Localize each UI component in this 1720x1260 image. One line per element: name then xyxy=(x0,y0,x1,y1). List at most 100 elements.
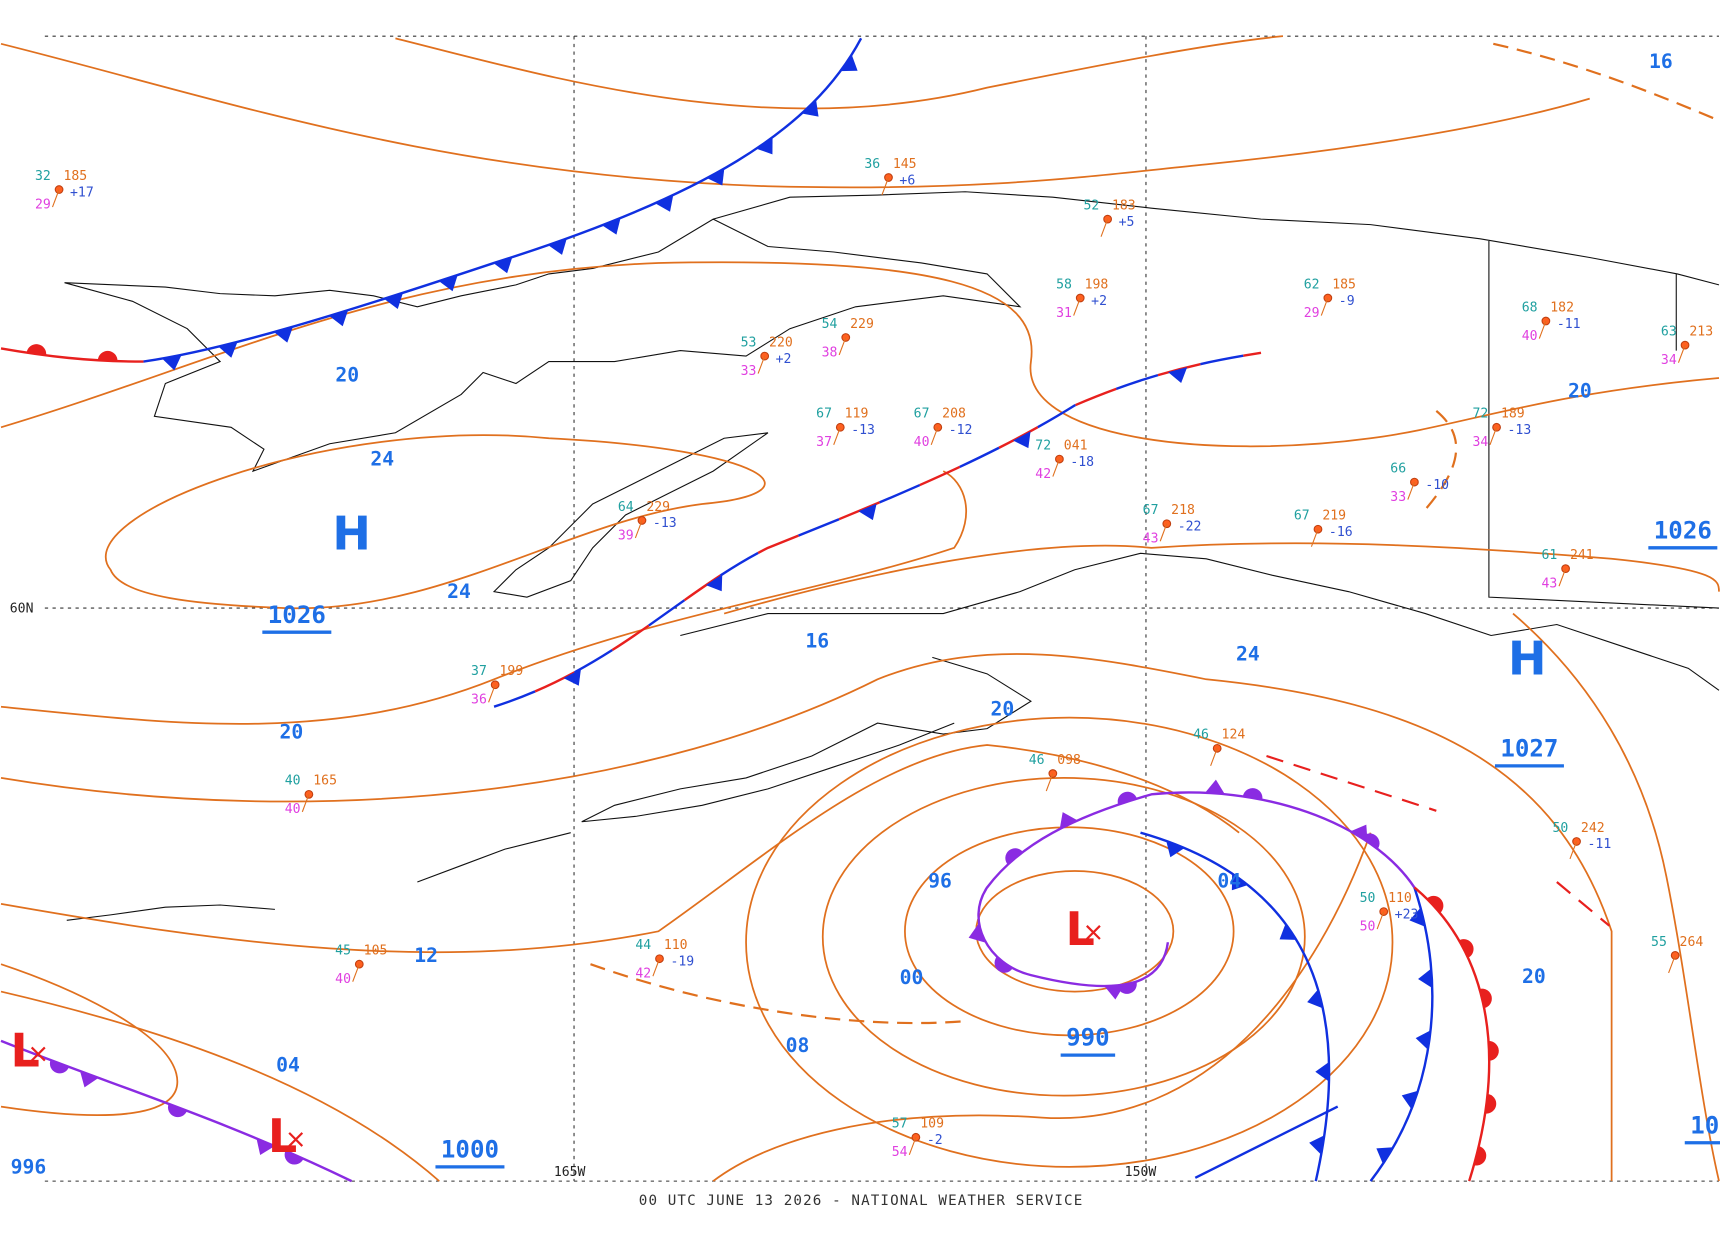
front-barb xyxy=(1409,907,1426,927)
station-pressure: 198 xyxy=(1085,277,1109,292)
wind-barb xyxy=(1489,427,1498,446)
wind-barb xyxy=(1668,955,1676,974)
station-temp: 55 xyxy=(1651,935,1667,950)
station-temp: 57 xyxy=(892,1117,908,1132)
station-tendency: -13 xyxy=(851,423,875,438)
station-pressure: 185 xyxy=(63,169,87,184)
station-temp: 40 xyxy=(285,774,301,789)
station-dewpoint: 43 xyxy=(1143,532,1159,547)
station-pressure: 105 xyxy=(364,944,388,959)
wind-barb xyxy=(838,337,847,356)
station-tendency: -11 xyxy=(1557,317,1581,332)
center-x xyxy=(30,1046,46,1062)
isobar xyxy=(904,826,1235,1037)
stationary-front xyxy=(493,351,1262,708)
wind-barb xyxy=(757,355,766,374)
station-dewpoint: 50 xyxy=(1360,919,1376,934)
station-temp: 67 xyxy=(1294,509,1310,524)
southwest-coast xyxy=(492,432,769,598)
coastline xyxy=(64,191,1720,921)
isobar xyxy=(0,470,968,725)
front-barb xyxy=(162,354,182,371)
front-barb xyxy=(329,310,349,327)
wind-barb xyxy=(1210,748,1218,767)
station-dewpoint: 34 xyxy=(1661,353,1677,368)
isobar-label: 96 xyxy=(928,870,952,893)
front-bump xyxy=(1426,895,1444,914)
stationary-front xyxy=(493,351,1262,708)
isobar-label: 20 xyxy=(1568,380,1592,403)
front-barb xyxy=(968,923,985,943)
front-barb xyxy=(384,292,403,310)
station-tendency: -16 xyxy=(1329,525,1353,540)
station-pressure: 110 xyxy=(664,938,688,953)
station-tendency: +6 xyxy=(899,173,915,188)
isobars xyxy=(0,35,1720,1182)
wind-barb xyxy=(1052,458,1060,477)
wind-barb xyxy=(1538,320,1547,339)
isobar-label: 16 xyxy=(1649,50,1673,73)
isobar xyxy=(0,42,1590,189)
station xyxy=(1561,564,1570,574)
station-tendency: +17 xyxy=(70,185,94,200)
front-barb xyxy=(1166,840,1185,858)
front-barb xyxy=(858,503,877,521)
station-temp: 36 xyxy=(864,157,880,172)
isobar xyxy=(745,716,1394,1168)
wind-barb xyxy=(634,520,643,539)
trough xyxy=(1424,410,1458,511)
station-tendency: -19 xyxy=(670,954,694,969)
front-bump xyxy=(1488,1041,1499,1061)
station-pressure: 264 xyxy=(1680,935,1704,950)
front-bump xyxy=(1005,848,1023,865)
isobar-label: 16 xyxy=(805,630,829,653)
isobar-label: 20 xyxy=(279,720,303,743)
station-temp: 46 xyxy=(1029,753,1045,768)
isobar-label: 20 xyxy=(991,697,1015,720)
front-bump xyxy=(1361,833,1380,849)
trough xyxy=(1493,42,1720,122)
wind-barb xyxy=(1558,568,1567,587)
front-barb xyxy=(1376,1147,1394,1165)
front-barb xyxy=(256,1138,275,1155)
station-dewpoint: 40 xyxy=(914,435,930,450)
front-bump xyxy=(49,1060,69,1074)
labels: 60N 165W 150W 20 24 24 20 20 16 24 12 04 96 04 00 08 20 2… xyxy=(10,50,1720,1209)
station-dewpoint: 42 xyxy=(1035,467,1051,482)
station-tendency: -9 xyxy=(1339,294,1355,309)
isobar xyxy=(712,832,1372,1182)
aleutians-west xyxy=(66,904,275,921)
station-tendency: -10 xyxy=(1425,478,1449,493)
front-barb xyxy=(1205,779,1225,795)
trough xyxy=(1266,754,1611,927)
front-bump xyxy=(1479,988,1492,1009)
front-barb xyxy=(274,326,293,343)
peninsula xyxy=(581,656,1032,823)
station-temp: 32 xyxy=(35,169,51,184)
station-pressure: 229 xyxy=(646,500,670,515)
isobar xyxy=(0,653,1613,1182)
wind-barb xyxy=(908,1137,917,1156)
aleutians xyxy=(417,832,571,883)
station xyxy=(1103,214,1112,224)
wind-barb xyxy=(1159,523,1168,542)
pressure-label: 1000 xyxy=(441,1135,499,1163)
gulf-coast xyxy=(680,552,1720,691)
isobar-label: 20 xyxy=(1522,965,1546,988)
isobar xyxy=(1512,612,1720,1182)
station-dewpoint: 31 xyxy=(1056,306,1072,321)
station-temp: 53 xyxy=(741,335,757,350)
station-tendency: +2 xyxy=(776,352,792,367)
station-temp: 72 xyxy=(1472,407,1488,422)
front-barb xyxy=(218,341,238,358)
station-dewpoint: 29 xyxy=(1304,306,1320,321)
front-bump xyxy=(284,1150,304,1165)
front-barb xyxy=(80,1071,99,1088)
grid-label: 165W xyxy=(554,1165,586,1180)
front-bump xyxy=(994,957,1013,973)
wind-barb xyxy=(1677,344,1686,363)
cold-front xyxy=(1194,1105,1339,1179)
wind-barb xyxy=(1569,841,1578,860)
footer: 00 UTC JUNE 13 2026 - NATIONAL WEATHER S… xyxy=(639,1193,1084,1209)
